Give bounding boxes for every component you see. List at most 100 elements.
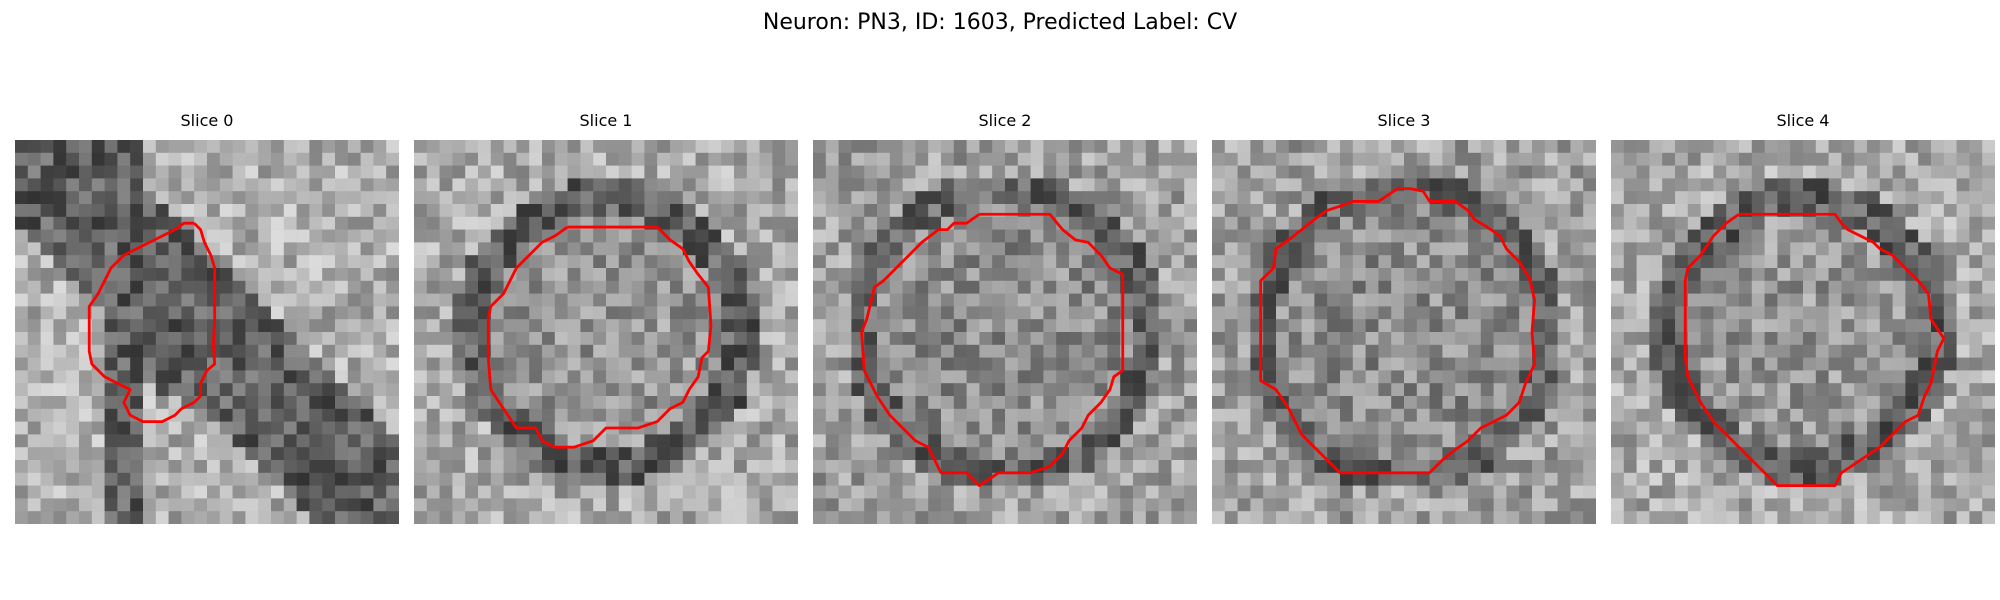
pixel — [593, 396, 607, 410]
pixel — [1662, 447, 1676, 461]
pixel — [877, 383, 891, 397]
pixel — [1493, 319, 1507, 333]
pixel — [91, 511, 105, 524]
pixel — [1416, 268, 1430, 282]
pixel — [360, 447, 374, 461]
pixel — [1982, 293, 1995, 307]
pixel — [1739, 434, 1753, 448]
pixel — [322, 498, 336, 512]
pixel — [759, 268, 773, 282]
pixel — [1429, 357, 1443, 371]
pixel — [759, 460, 773, 474]
pixel — [657, 511, 671, 524]
pixel — [813, 229, 827, 243]
pixel — [1404, 204, 1418, 218]
pixel — [1212, 498, 1226, 512]
pixel — [772, 178, 786, 192]
pixel — [79, 191, 93, 205]
pixel — [478, 204, 492, 218]
pixel — [1790, 191, 1804, 205]
pixel — [1662, 383, 1676, 397]
pixel — [478, 242, 492, 256]
pixel — [309, 293, 323, 307]
pixel — [554, 511, 568, 524]
pixel — [1892, 140, 1906, 154]
pixel — [567, 255, 581, 269]
pixel — [1611, 165, 1625, 179]
pixel — [953, 421, 967, 435]
pixel — [79, 178, 93, 192]
pixel — [1905, 421, 1919, 435]
pixel — [554, 434, 568, 448]
pixel — [1250, 408, 1264, 422]
pixel — [426, 396, 440, 410]
pixel — [813, 344, 827, 358]
pixel — [347, 140, 361, 154]
pixel — [1391, 216, 1405, 230]
pixel — [53, 191, 67, 205]
pixel — [27, 140, 41, 154]
pixel — [1532, 511, 1546, 524]
pixel — [1918, 357, 1932, 371]
pixel — [1918, 229, 1932, 243]
pixel — [1790, 498, 1804, 512]
pixel — [877, 370, 891, 384]
pixel — [1107, 485, 1121, 499]
pixel — [1404, 306, 1418, 320]
pixel — [889, 357, 903, 371]
pixel — [1700, 140, 1714, 154]
pixel — [347, 434, 361, 448]
pixel — [1982, 434, 1995, 448]
pixel — [759, 357, 773, 371]
pixel — [928, 280, 942, 294]
pixel — [1120, 460, 1134, 474]
pixel — [1171, 332, 1185, 346]
pixel — [1288, 152, 1302, 166]
pixel — [1841, 306, 1855, 320]
pixel — [1429, 332, 1443, 346]
pixel — [1404, 485, 1418, 499]
pixel — [1879, 344, 1893, 358]
pixel — [941, 165, 955, 179]
pixel — [104, 242, 118, 256]
pixel — [1340, 140, 1354, 154]
pixel — [542, 191, 556, 205]
pixel — [721, 383, 735, 397]
pixel — [992, 511, 1006, 524]
pixel — [542, 485, 556, 499]
pixel — [207, 498, 221, 512]
pixel — [1094, 216, 1108, 230]
pixel — [1158, 511, 1172, 524]
pixel — [130, 293, 144, 307]
pixel — [1700, 178, 1714, 192]
pixel — [1532, 280, 1546, 294]
pixel — [91, 191, 105, 205]
pixel — [529, 447, 543, 461]
pixel — [1700, 472, 1714, 486]
pixel — [1224, 178, 1238, 192]
pixel — [245, 447, 259, 461]
pixel — [1675, 216, 1689, 230]
pixel — [966, 204, 980, 218]
pixel — [1815, 408, 1829, 422]
pixel — [1841, 511, 1855, 524]
pixel — [91, 332, 105, 346]
pixel — [1636, 140, 1650, 154]
pixel — [889, 140, 903, 154]
pixel — [130, 306, 144, 320]
pixel — [1943, 421, 1957, 435]
pixel — [1751, 306, 1765, 320]
pixel — [979, 152, 993, 166]
pixel — [465, 396, 479, 410]
pixel — [864, 434, 878, 448]
pixel — [1943, 434, 1957, 448]
pixel — [1224, 485, 1238, 499]
pixel — [1519, 421, 1533, 435]
pixel — [1056, 485, 1070, 499]
pixel — [1623, 370, 1637, 384]
pixel — [813, 511, 827, 524]
pixel — [296, 396, 310, 410]
pixel — [465, 216, 479, 230]
pixel — [1956, 191, 1970, 205]
pixel — [1931, 421, 1945, 435]
